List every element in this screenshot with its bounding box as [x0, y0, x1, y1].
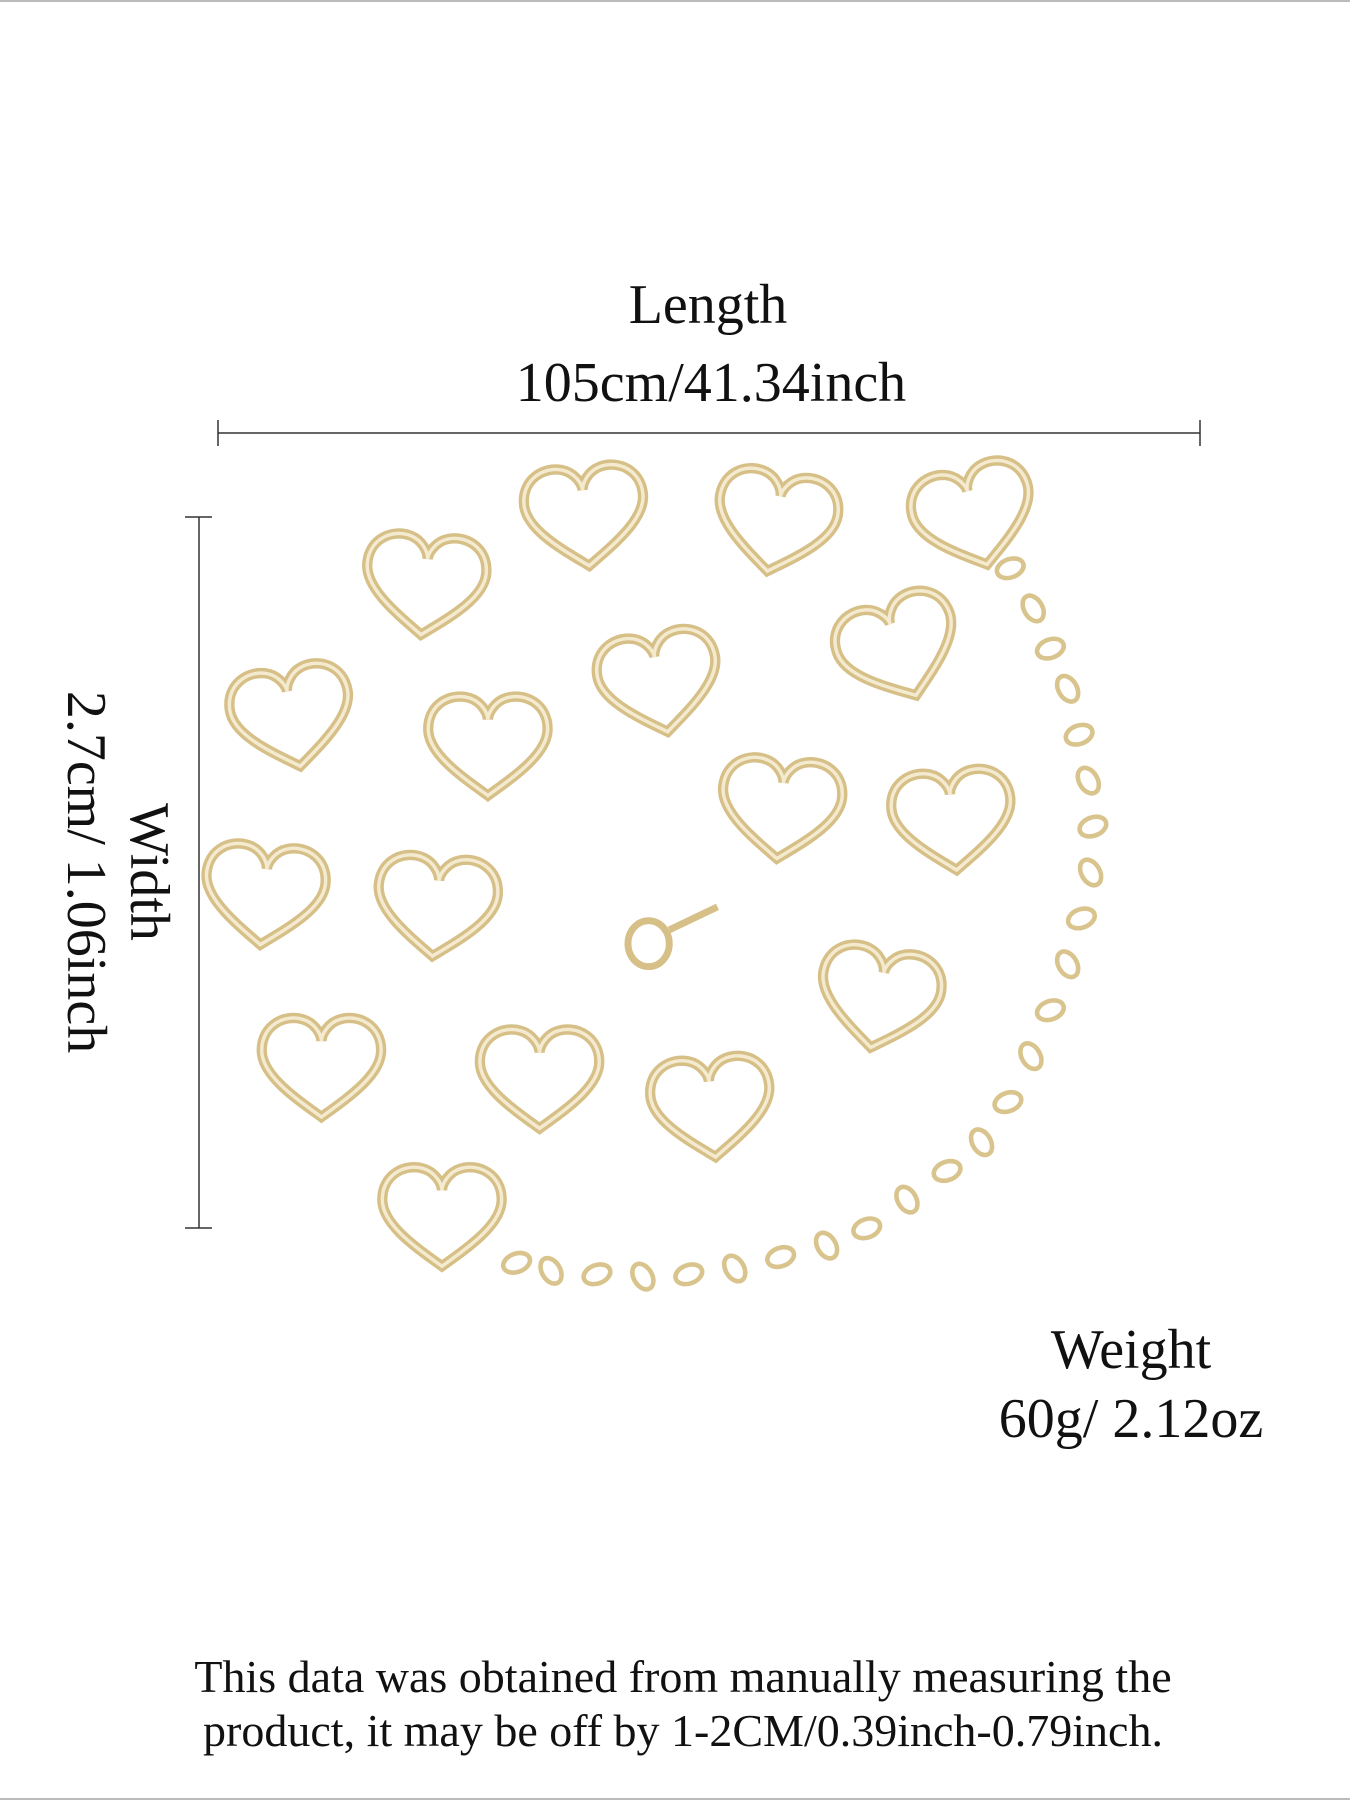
weight-label: Weight [1051, 1319, 1212, 1381]
chain-link [1020, 593, 1047, 624]
heart-inner [365, 531, 488, 637]
chain-link [1065, 906, 1098, 931]
chain-link [1054, 949, 1081, 980]
chain-link [500, 1250, 533, 1275]
heart-inner [380, 1165, 504, 1269]
heart-inner [426, 694, 550, 798]
chain-link [1077, 814, 1109, 839]
dimension-lines [185, 420, 1201, 1229]
heart-inner [260, 1016, 383, 1120]
chain-link [581, 1262, 613, 1287]
note-line: product, it may be off by 1-2CM/0.39inch… [203, 1705, 1163, 1756]
chain-link [894, 1184, 920, 1215]
chain-link [673, 1262, 705, 1287]
chain-link [765, 1244, 797, 1270]
note-line: This data was obtained from manually mea… [194, 1651, 1171, 1702]
clasp [624, 917, 673, 971]
chain-link [1018, 1041, 1044, 1072]
chain-link [538, 1255, 564, 1286]
heart-inner [833, 589, 953, 698]
weight-value: 60g/ 2.12oz [999, 1388, 1263, 1450]
chain-link [721, 1253, 748, 1284]
heart-inner [909, 458, 1031, 567]
chain-link [931, 1158, 963, 1184]
heart-inner [721, 755, 844, 861]
chain-link [630, 1261, 656, 1292]
heart-inner [377, 853, 500, 959]
chain-link [1034, 636, 1067, 661]
chain-link [1034, 998, 1067, 1023]
chain-link [1063, 722, 1095, 747]
chain-link [968, 1127, 995, 1158]
chain-link [994, 556, 1026, 581]
width-label: Width [118, 803, 180, 941]
clasp-link [667, 903, 719, 933]
chain-link [1077, 857, 1104, 888]
chain-link [992, 1089, 1024, 1115]
chain-link [851, 1216, 883, 1241]
length-value: 105cm/41.34inch [516, 352, 906, 414]
chain-link [1075, 765, 1102, 796]
length-label: Length [629, 274, 788, 336]
width-value: 2.7cm/ 1.06inch [55, 691, 117, 1053]
chain-link [1054, 673, 1081, 704]
heart-inner [478, 1027, 601, 1131]
chain-link [813, 1230, 840, 1261]
